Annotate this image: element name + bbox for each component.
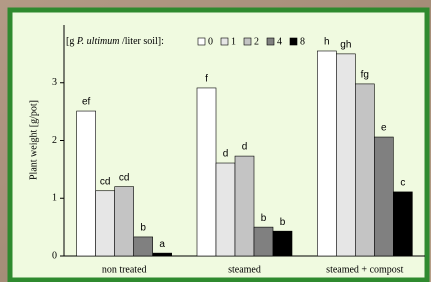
bar-letter: h	[324, 37, 330, 48]
bar-letter: d	[242, 142, 248, 153]
bar	[317, 51, 336, 256]
x-tick-label: steamed	[228, 264, 261, 275]
bar-letter: b	[140, 223, 146, 234]
bar	[355, 84, 374, 256]
bar	[336, 54, 355, 256]
bar-letter: c	[400, 178, 405, 189]
bar	[235, 156, 254, 256]
x-tick-label: non treated	[102, 264, 147, 275]
chart: Plant weight [g/pot] [g P. ultimum /lite…	[0, 0, 431, 282]
y-tick-label: 2	[52, 135, 57, 146]
legend-title-part: /liter soil]:	[119, 36, 163, 47]
legend-title-part: P. ultimum	[76, 36, 120, 47]
bar-letter: d	[223, 149, 229, 160]
legend-swatch	[290, 38, 297, 45]
bar-letter: cd	[100, 176, 111, 187]
y-axis-label: Plant weight [g/pot]	[28, 100, 39, 180]
bar	[77, 111, 96, 256]
x-tick-label: steamed + compost	[326, 264, 404, 275]
legend-title: [g P. ultimum /liter soil]:	[66, 36, 164, 47]
legend-title-part: [g	[66, 36, 77, 47]
bar	[254, 227, 273, 256]
legend-label: 1	[231, 36, 236, 47]
legend-label: 2	[254, 36, 259, 47]
bar-letter: b	[261, 213, 267, 224]
y-tick-label: 3	[52, 77, 57, 88]
legend-label: 4	[277, 36, 282, 47]
bar	[134, 237, 153, 256]
bar-letter: ef	[82, 97, 91, 108]
bar-letter: b	[280, 217, 286, 228]
y-tick-label: 1	[52, 193, 57, 204]
bar	[96, 191, 115, 256]
legend-swatch	[198, 38, 205, 45]
bar	[153, 253, 172, 256]
bar	[197, 88, 216, 256]
bar	[273, 231, 292, 256]
bar	[374, 137, 393, 256]
bar-letter: cd	[119, 172, 130, 183]
legend-swatch	[244, 38, 251, 45]
bar-letter: f	[205, 74, 208, 85]
bar	[393, 192, 412, 256]
y-tick-label: 0	[52, 250, 57, 261]
bar-letter: fg	[361, 70, 369, 81]
legend-swatch	[221, 38, 228, 45]
bar	[115, 187, 134, 256]
bar-letter: e	[381, 123, 387, 134]
bar-letter: a	[159, 239, 165, 250]
legend-label: 0	[208, 36, 213, 47]
legend-label: 8	[300, 36, 305, 47]
legend-swatch	[267, 38, 274, 45]
bar-letter: gh	[340, 40, 351, 51]
bar	[216, 163, 235, 256]
